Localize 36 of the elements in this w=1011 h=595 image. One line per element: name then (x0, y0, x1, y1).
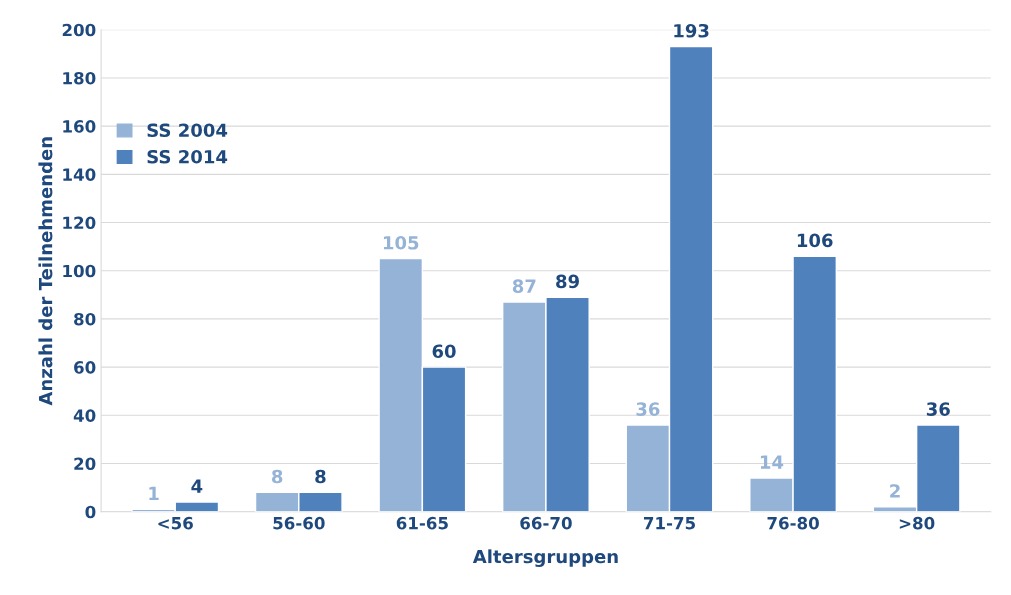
data-label: 60 (432, 344, 456, 359)
x-tick-label: <56 (158, 516, 193, 530)
y-tick-label: 80 (74, 312, 96, 326)
y-tick-label: 140 (63, 168, 96, 181)
data-label: 36 (636, 402, 660, 416)
x-tick-label: 56-60 (273, 516, 325, 530)
x-tick-label: 66-70 (520, 516, 572, 530)
y-tick-label: 100 (63, 264, 96, 278)
data-label: 2 (890, 484, 900, 498)
y-tick-label: 0 (85, 505, 96, 519)
y-tick-label: 120 (63, 216, 96, 230)
y-axis-title: Anzahl der Teilnehmenden (38, 137, 53, 406)
x-tick-label: >80 (899, 516, 935, 530)
data-label: 105 (383, 235, 419, 250)
data-label: 87 (512, 279, 536, 293)
data-label: 8 (315, 469, 326, 484)
legend-label: SS 2014 (147, 149, 228, 164)
data-label: 36 (926, 402, 950, 416)
y-tick-label: 180 (63, 71, 96, 85)
data-label: 14 (760, 455, 784, 469)
y-tick-label: 200 (62, 23, 96, 37)
x-tick-label: 76-80 (767, 516, 819, 530)
data-label: 193 (674, 23, 709, 38)
x-tick-label: 71-75 (643, 517, 695, 530)
data-label: 106 (797, 233, 833, 248)
y-tick-label: 160 (63, 120, 96, 133)
data-label: 8 (272, 469, 283, 484)
legend-label: SS 2004 (147, 123, 228, 138)
y-tick-label: 60 (74, 361, 96, 374)
y-tick-label: 40 (73, 409, 96, 422)
x-tick-label: 61-65 (396, 516, 448, 530)
data-label: 1 (149, 486, 159, 500)
data-label: 89 (556, 274, 579, 289)
x-axis-title: Altersgruppen (472, 549, 618, 567)
y-tick-label: 20 (74, 457, 96, 471)
data-label: 4 (191, 479, 203, 493)
